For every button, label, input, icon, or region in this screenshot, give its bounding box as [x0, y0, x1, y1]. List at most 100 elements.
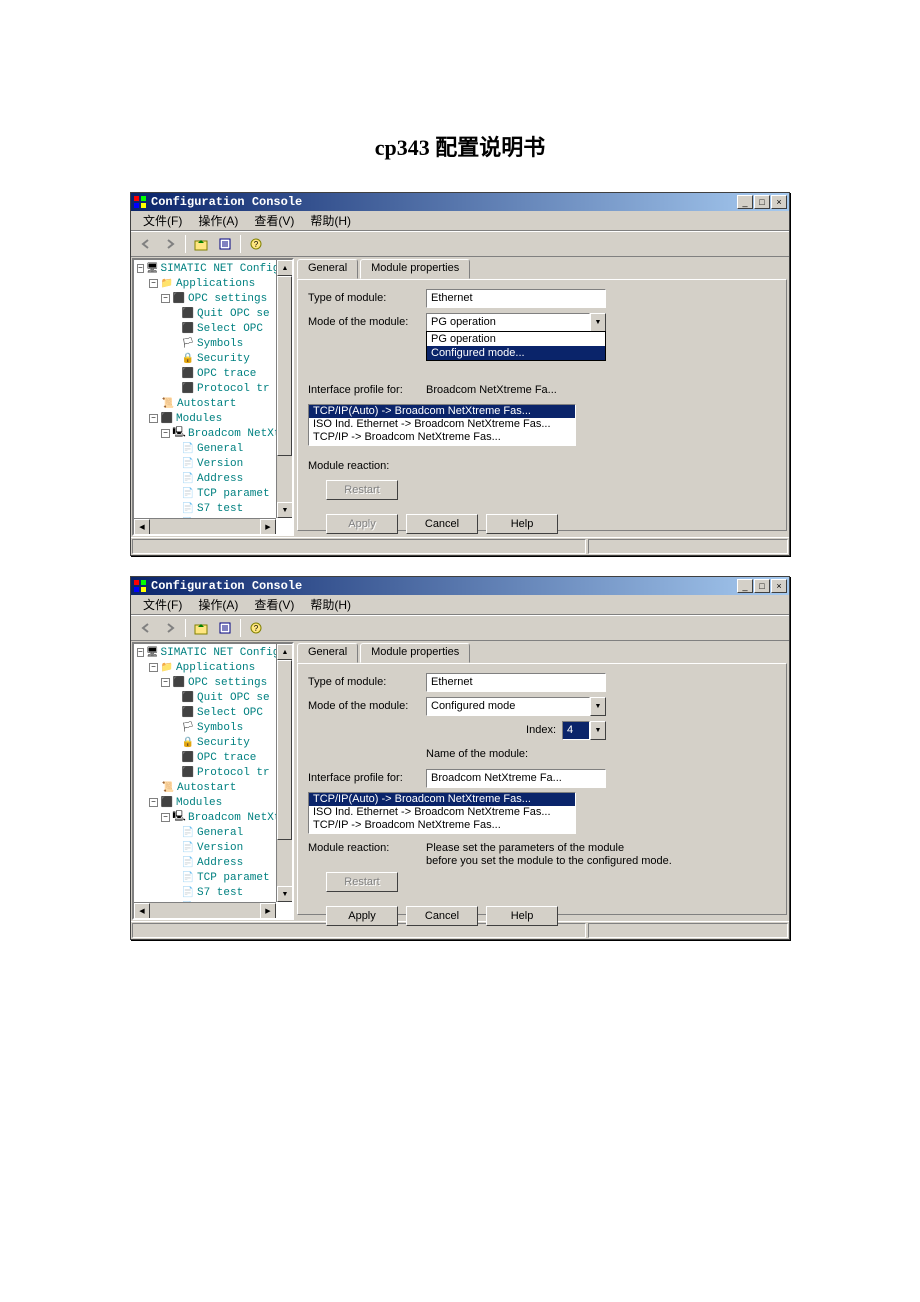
restart-button: Restart: [326, 872, 398, 892]
tree-opc-settings[interactable]: −⬛OPC settings: [135, 675, 291, 690]
profile-item-0[interactable]: TCP/IP(Auto) -> Broadcom NetXtreme Fas..…: [309, 405, 575, 418]
menu-action[interactable]: 操作(A): [190, 210, 246, 231]
tree-applications[interactable]: −📁Applications: [135, 276, 291, 291]
menu-view[interactable]: 查看(V): [246, 210, 302, 231]
cancel-button[interactable]: Cancel: [406, 514, 478, 534]
close-button[interactable]: ×: [771, 579, 787, 593]
module-reaction-label: Module reaction:: [308, 460, 426, 472]
minimize-button[interactable]: _: [737, 195, 753, 209]
tree-autostart[interactable]: 📜Autostart: [135, 780, 291, 795]
tree-version[interactable]: 📄Version: [135, 456, 291, 471]
tree-tcp-param[interactable]: 📄TCP paramet: [135, 486, 291, 501]
tab-module-properties[interactable]: Module properties: [360, 643, 470, 663]
tree-security[interactable]: 🔒Security: [135, 735, 291, 750]
tree-opc-settings[interactable]: −⬛OPC settings: [135, 291, 291, 306]
nav-back-button[interactable]: [135, 233, 157, 255]
menu-file[interactable]: 文件(F): [135, 594, 190, 615]
index-combobox[interactable]: 4 ▼: [562, 721, 606, 740]
tree-general[interactable]: 📄General: [135, 825, 291, 840]
tree-s7-test[interactable]: 📄S7 test: [135, 501, 291, 516]
properties-button[interactable]: [214, 233, 236, 255]
profile-item-1[interactable]: ISO Ind. Ethernet -> Broadcom NetXtreme …: [309, 418, 575, 431]
tree-root[interactable]: −🖥SIMATIC NET Configur: [135, 261, 291, 276]
tree-quit-opc[interactable]: ⬛Quit OPC se: [135, 306, 291, 321]
tree-modules[interactable]: −⬛Modules: [135, 411, 291, 426]
tab-general[interactable]: General: [297, 643, 358, 663]
tree-broadcom[interactable]: −🖳Broadcom NetXt: [135, 810, 291, 825]
tree-opc-trace[interactable]: ⬛OPC trace: [135, 750, 291, 765]
window-title: Configuration Console: [151, 195, 737, 209]
tree-symbols[interactable]: 🏳Symbols: [135, 720, 291, 735]
chevron-down-icon[interactable]: ▼: [590, 313, 606, 332]
menu-help[interactable]: 帮助(H): [302, 594, 359, 615]
tree-broadcom[interactable]: −🖳Broadcom NetXt: [135, 426, 291, 441]
profile-listbox[interactable]: TCP/IP(Auto) -> Broadcom NetXtreme Fas..…: [308, 404, 576, 446]
help-button[interactable]: ?: [245, 617, 267, 639]
profile-listbox[interactable]: TCP/IP(Auto) -> Broadcom NetXtreme Fas..…: [308, 792, 576, 834]
properties-panel: General Module properties Type of module…: [295, 641, 789, 921]
dropdown-item-pg[interactable]: PG operation: [427, 332, 605, 346]
chevron-down-icon[interactable]: ▼: [590, 697, 606, 716]
tree-address[interactable]: 📄Address: [135, 855, 291, 870]
tree-modules[interactable]: −⬛Modules: [135, 795, 291, 810]
mode-dropdown-list[interactable]: PG operation Configured mode...: [426, 331, 606, 361]
tree-symbols[interactable]: 🏳Symbols: [135, 336, 291, 351]
tree-scrollbar-horizontal[interactable]: ◀ ▶: [134, 902, 276, 918]
tree-version[interactable]: 📄Version: [135, 840, 291, 855]
tree-general[interactable]: 📄General: [135, 441, 291, 456]
profile-item-0[interactable]: TCP/IP(Auto) -> Broadcom NetXtreme Fas..…: [309, 793, 575, 806]
tree-address[interactable]: 📄Address: [135, 471, 291, 486]
up-folder-button[interactable]: [190, 233, 212, 255]
tree-quit-opc[interactable]: ⬛Quit OPC se: [135, 690, 291, 705]
tree-select-opc[interactable]: ⬛Select OPC: [135, 321, 291, 336]
mode-label: Mode of the module:: [308, 700, 426, 712]
apply-button: Apply: [326, 514, 398, 534]
tree-scrollbar-horizontal[interactable]: ◀ ▶: [134, 518, 276, 534]
tree-autostart[interactable]: 📜Autostart: [135, 396, 291, 411]
dropdown-item-configured[interactable]: Configured mode...: [427, 346, 605, 360]
tree-scrollbar-vertical[interactable]: ▲ ▼: [276, 260, 292, 518]
mode-label: Mode of the module:: [308, 316, 426, 328]
maximize-button[interactable]: □: [754, 195, 770, 209]
nav-forward-button[interactable]: [159, 233, 181, 255]
tree-root[interactable]: −🖥SIMATIC NET Configur: [135, 645, 291, 660]
help-button[interactable]: ?: [245, 233, 267, 255]
tree-applications[interactable]: −📁Applications: [135, 660, 291, 675]
tree-select-opc[interactable]: ⬛Select OPC: [135, 705, 291, 720]
apply-button[interactable]: Apply: [326, 906, 398, 926]
minimize-button[interactable]: _: [737, 579, 753, 593]
tree-security[interactable]: 🔒Security: [135, 351, 291, 366]
tree-protocol-tr[interactable]: ⬛Protocol tr: [135, 765, 291, 780]
close-button[interactable]: ×: [771, 195, 787, 209]
up-folder-button[interactable]: [190, 617, 212, 639]
menu-help[interactable]: 帮助(H): [302, 210, 359, 231]
mode-combobox[interactable]: PG operation ▼: [426, 313, 606, 332]
profile-item-2[interactable]: TCP/IP -> Broadcom NetXtreme Fas...: [309, 819, 575, 832]
profile-item-1[interactable]: ISO Ind. Ethernet -> Broadcom NetXtreme …: [309, 806, 575, 819]
properties-panel: General Module properties Type of module…: [295, 257, 789, 537]
help-button[interactable]: Help: [486, 906, 558, 926]
properties-button[interactable]: [214, 617, 236, 639]
toolbar: ?: [131, 231, 789, 257]
tab-module-properties[interactable]: Module properties: [360, 259, 470, 279]
menubar: 文件(F) 操作(A) 查看(V) 帮助(H): [131, 595, 789, 615]
tree-scrollbar-vertical[interactable]: ▲ ▼: [276, 644, 292, 902]
help-button[interactable]: Help: [486, 514, 558, 534]
nav-forward-button[interactable]: [159, 617, 181, 639]
cancel-button[interactable]: Cancel: [406, 906, 478, 926]
tree-s7-test[interactable]: 📄S7 test: [135, 885, 291, 900]
tree-tcp-param[interactable]: 📄TCP paramet: [135, 870, 291, 885]
profile-item-2[interactable]: TCP/IP -> Broadcom NetXtreme Fas...: [309, 431, 575, 444]
menu-view[interactable]: 查看(V): [246, 594, 302, 615]
tree-opc-trace[interactable]: ⬛OPC trace: [135, 366, 291, 381]
type-of-module-label: Type of module:: [308, 292, 426, 304]
chevron-down-icon[interactable]: ▼: [590, 721, 606, 740]
maximize-button[interactable]: □: [754, 579, 770, 593]
menu-file[interactable]: 文件(F): [135, 210, 190, 231]
nav-back-button[interactable]: [135, 617, 157, 639]
interface-profile-label: Interface profile for:: [308, 384, 426, 396]
tree-protocol-tr[interactable]: ⬛Protocol tr: [135, 381, 291, 396]
menu-action[interactable]: 操作(A): [190, 594, 246, 615]
tab-general[interactable]: General: [297, 259, 358, 279]
mode-combobox[interactable]: Configured mode ▼: [426, 697, 606, 716]
